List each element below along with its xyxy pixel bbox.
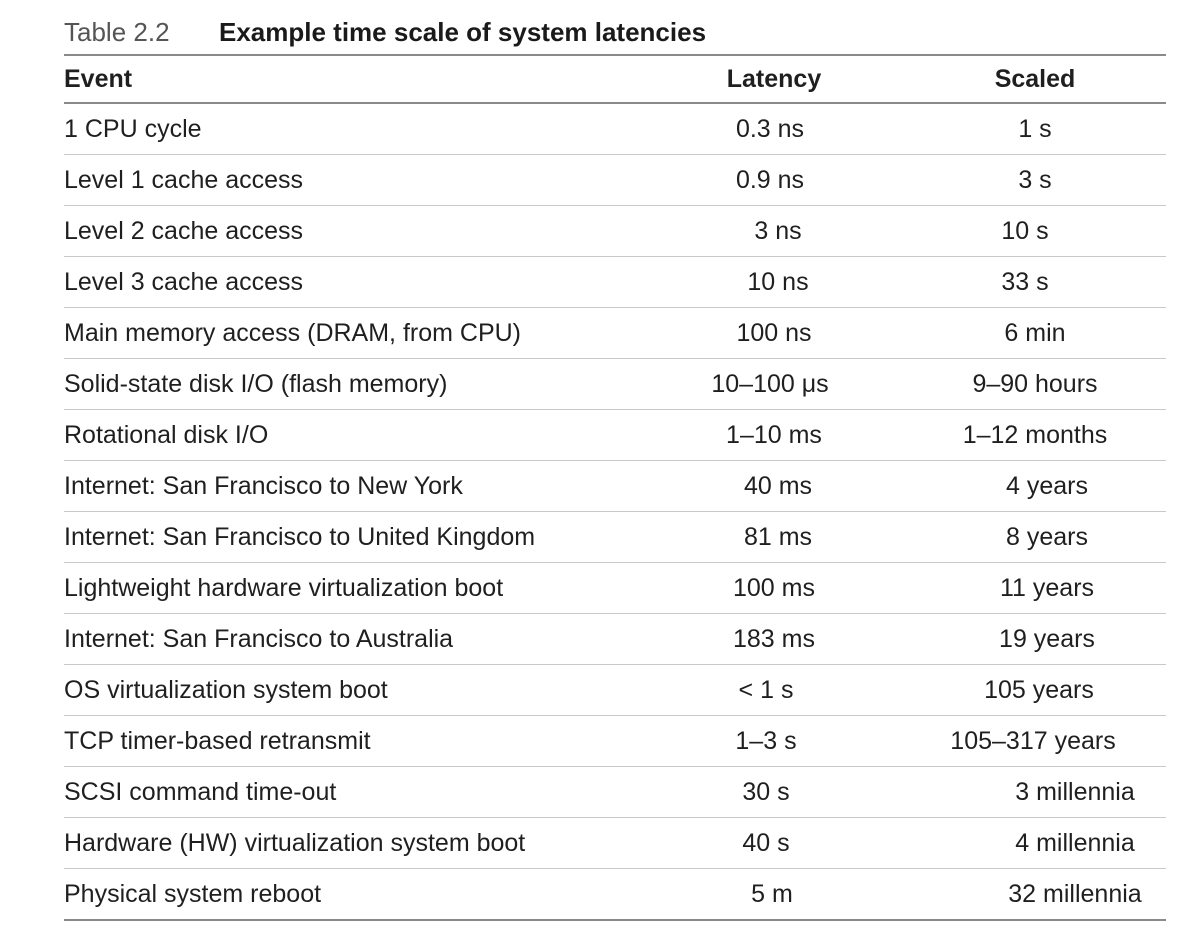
cell-event: Internet: San Francisco to Australia (64, 613, 644, 665)
table-row: Main memory access (DRAM, from CPU) 100 n… (64, 307, 1166, 359)
cell-scaled: 3 millennia (904, 766, 1166, 818)
table-row: Physical system reboot 5 m 32 millennia (64, 869, 1166, 921)
cell-latency: 5 m (751, 879, 793, 908)
cell-scaled: 1 s (904, 103, 1166, 155)
column-header-scaled: Scaled (904, 55, 1166, 104)
cell-scaled: 8 years (904, 511, 1166, 563)
cell-scaled: 3 s (904, 154, 1166, 206)
cell-latency: 3 ns (644, 205, 904, 257)
cell-event: Physical system reboot (64, 879, 322, 908)
cell-latency: 40 ms (644, 460, 904, 512)
table-row: TCP timer-based retransmit 1–3 s 105–317 y… (64, 715, 1166, 767)
cell-event: Solid-state disk I/O (flash memory) (64, 358, 644, 410)
header-row: Event Latency Scaled (64, 55, 1166, 104)
table-row: 1 CPU cycle 0.3 ns 1 s (64, 103, 1166, 155)
cell-scaled: 10 s (904, 205, 1166, 257)
table-row: Solid-state disk I/O (flash memory) 10–10… (64, 358, 1166, 410)
cell-event: Lightweight hardware virtualization boot (64, 562, 644, 614)
table-body: 1 CPU cycle 0.3 ns 1 s Level 1 cache access… (64, 103, 1166, 920)
cell-scaled: 1–12 months (904, 409, 1166, 461)
cell-latency: 100 ns (644, 307, 904, 359)
table-row: Internet: San Francisco to Australia 183 … (64, 613, 1166, 665)
cell-scaled: 105 years (904, 664, 1166, 716)
cell-scaled: 19 years (904, 613, 1166, 665)
cell-event: 1 CPU cycle (64, 103, 644, 155)
cell-latency: 183 ms (644, 613, 904, 665)
cell-scaled: 4 years (904, 460, 1166, 512)
cell-event: Rotational disk I/O (64, 409, 644, 461)
cell-event: SCSI command time-out (64, 766, 644, 818)
column-header-event: Event (64, 55, 644, 104)
table-number: Table 2.2 (64, 17, 170, 47)
latency-table-container: Table 2.2 Example time scale of system la… (64, 12, 1166, 921)
cell-scaled: 6 min (904, 307, 1166, 359)
cell-scaled: 105–317 years (904, 715, 1166, 767)
latency-table: Event Latency Scaled 1 CPU cycle 0.3 ns 1 … (64, 54, 1166, 921)
cell-event: TCP timer-based retransmit (64, 715, 644, 767)
cell-event: Level 2 cache access (64, 205, 644, 257)
cell-latency: 0.9 ns (644, 154, 904, 206)
cell-scaled: 33 s (904, 256, 1166, 308)
cell-event: Internet: San Francisco to New York (64, 460, 644, 512)
table-row: Lightweight hardware virtualization boot… (64, 562, 1166, 614)
cell-latency: 10–100 μs (644, 358, 904, 410)
cell-event: OS virtualization system boot (64, 664, 644, 716)
table-row: Internet: San Francisco to New York 40 ms… (64, 460, 1166, 512)
cell-latency: 0.3 ns (644, 103, 904, 155)
cell-scaled: 32 millennia (1008, 879, 1142, 908)
cell-scaled: 11 years (904, 562, 1166, 614)
table-caption: Table 2.2 Example time scale of system la… (64, 12, 1166, 54)
cell-scaled: 4 millennia (904, 817, 1166, 869)
cell-latency: 30 s (644, 766, 904, 818)
cell-event: Internet: San Francisco to United Kingdo… (64, 511, 644, 563)
cell-latency: 81 ms (644, 511, 904, 563)
cell-latency: 40 s (644, 817, 904, 869)
table-row: Level 3 cache access 10 ns 33 s (64, 256, 1166, 308)
cell-event: Main memory access (DRAM, from CPU) (64, 307, 644, 359)
cell-event: Hardware (HW) virtualization system boot (64, 817, 644, 869)
column-header-latency: Latency (644, 55, 904, 104)
cell-latency: 1–3 s (644, 715, 904, 767)
table-row: Rotational disk I/O 1–10 ms 1–12 months (64, 409, 1166, 461)
table-row: Hardware (HW) virtualization system boot… (64, 817, 1166, 869)
cell-latency: 10 ns (644, 256, 904, 308)
cell-event: Level 3 cache access (64, 256, 644, 308)
cell-latency: 1–10 ms (644, 409, 904, 461)
table-title: Example time scale of system latencies (219, 17, 707, 47)
table-row: OS virtualization system boot < 1 s 105 ye… (64, 664, 1166, 716)
table-row: Internet: San Francisco to United Kingdo… (64, 511, 1166, 563)
table-row: Level 1 cache access 0.9 ns 3 s (64, 154, 1166, 206)
cell-event: Level 1 cache access (64, 154, 644, 206)
cell-latency: < 1 s (644, 664, 904, 716)
cell-latency: 100 ms (644, 562, 904, 614)
table-row: Level 2 cache access 3 ns 10 s (64, 205, 1166, 257)
cell-scaled: 9–90 hours (904, 358, 1166, 410)
